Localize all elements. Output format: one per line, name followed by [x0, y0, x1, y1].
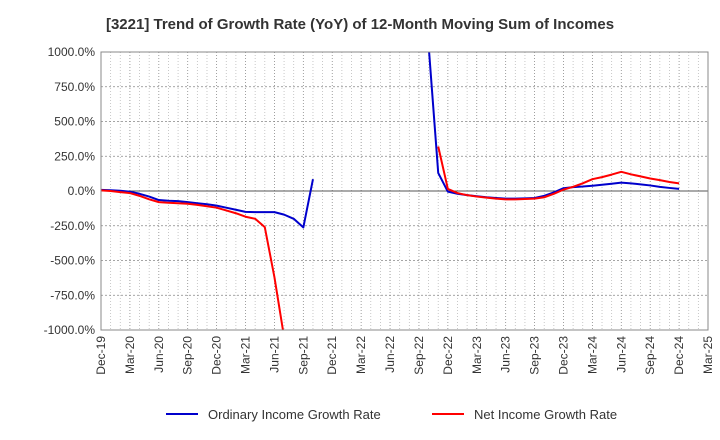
- x-tick-label: Sep-23: [528, 336, 542, 375]
- x-tick-label: Sep-21: [296, 336, 310, 375]
- x-tick-label: Mar-23: [470, 336, 484, 374]
- legend: Ordinary Income Growth Rate Net Income Gr…: [166, 407, 617, 422]
- y-tick-label: 750.0%: [54, 80, 95, 94]
- grid: [101, 52, 708, 330]
- y-tick-label: 0.0%: [68, 184, 96, 198]
- x-tick-label: Jun-22: [383, 336, 397, 373]
- x-axis: Dec-19 Mar-20 Jun-20 Sep-20 Dec-20 Mar-21 Jun-…: [94, 336, 715, 375]
- x-tick-label: Jun-24: [614, 336, 628, 373]
- y-tick-label: 500.0%: [54, 115, 95, 129]
- series-line-1: [101, 178, 314, 229]
- y-tick-label: -750.0%: [50, 288, 95, 302]
- x-tick-label: Dec-23: [556, 336, 570, 375]
- x-tick-label: Jun-20: [152, 336, 166, 373]
- x-tick-label: Dec-21: [325, 336, 339, 375]
- x-tick-label: Sep-22: [412, 336, 426, 375]
- x-tick-label: Sep-20: [181, 336, 195, 375]
- legend-label-2: Net Income Growth Rate: [474, 407, 617, 422]
- x-tick-label: Jun-23: [499, 336, 513, 373]
- x-tick-label: Mar-21: [239, 336, 253, 374]
- x-tick-label: Mar-20: [123, 336, 137, 374]
- x-tick-label: Sep-24: [643, 336, 657, 375]
- series-layer: [101, 52, 680, 330]
- series-line-2: [437, 146, 680, 201]
- x-tick-label: Jun-21: [267, 336, 281, 373]
- series-line-2: [101, 189, 284, 330]
- x-tick-label: Dec-19: [94, 336, 108, 375]
- x-tick-label: Dec-24: [672, 336, 686, 375]
- x-tick-label: Mar-25: [701, 336, 715, 374]
- x-tick-label: Mar-22: [354, 336, 368, 374]
- y-tick-label: -500.0%: [50, 254, 95, 268]
- x-tick-label: Dec-22: [441, 336, 455, 375]
- legend-label-1: Ordinary Income Growth Rate: [208, 407, 381, 422]
- x-tick-label: Dec-20: [210, 336, 224, 375]
- y-tick-label: -250.0%: [50, 219, 95, 233]
- y-tick-label: 250.0%: [54, 149, 95, 163]
- y-tick-label: 1000.0%: [48, 45, 96, 59]
- plot-border: [100, 51, 709, 331]
- chart-title: [3221] Trend of Growth Rate (YoY) of 12-…: [105, 16, 615, 33]
- y-tick-label: -1000.0%: [44, 323, 96, 337]
- y-axis: 1000.0% 750.0% 500.0% 250.0% 0.0% -250.0% -500…: [44, 45, 96, 337]
- x-tick-label: Mar-24: [585, 336, 599, 374]
